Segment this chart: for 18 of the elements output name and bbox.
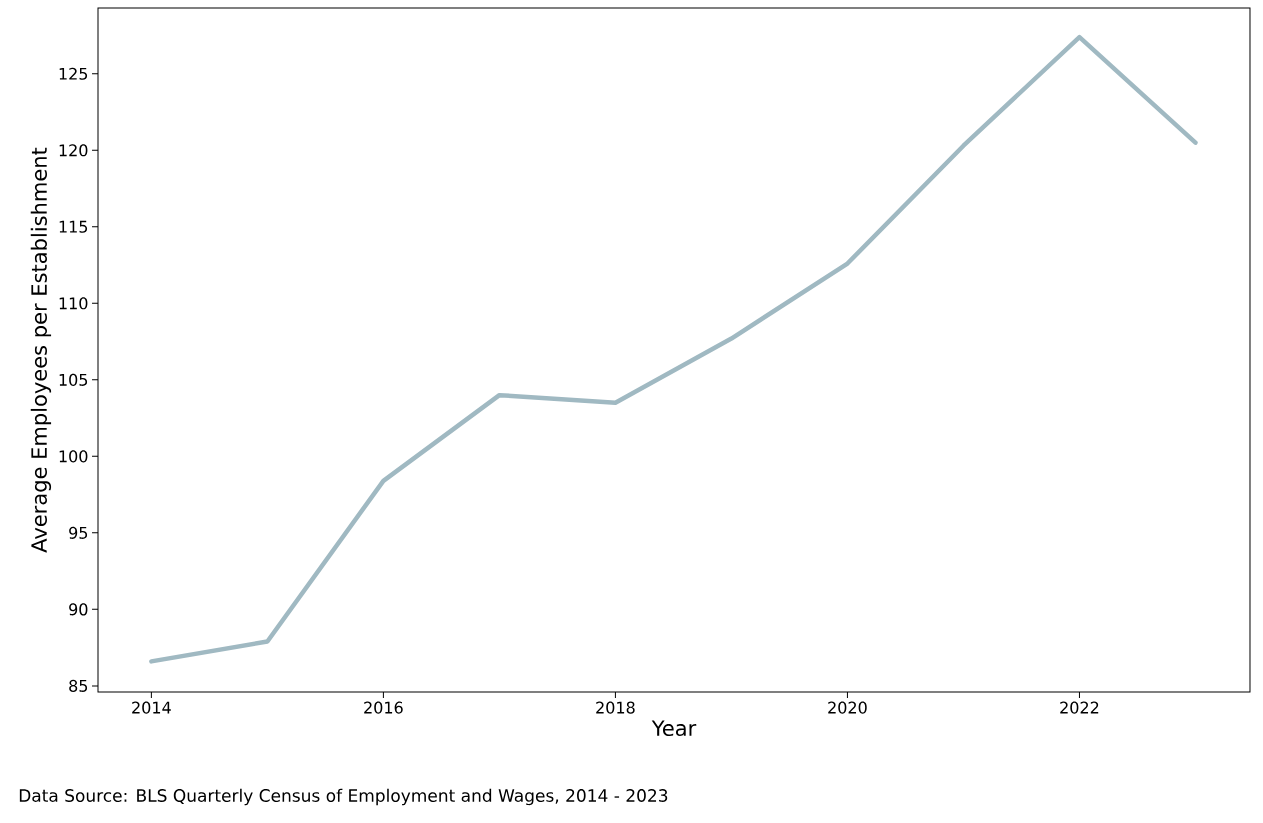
y-tick-label: 100	[59, 450, 88, 463]
source-note: Data Source: BLS Quarterly Census of Employment and Wages, 2014 - 2023	[19, 788, 668, 806]
y-tick-label: 90	[69, 603, 88, 616]
y-tick-label: 105	[59, 373, 88, 386]
line-series	[149, 34, 1198, 664]
x-tick-label: 2018	[596, 701, 635, 714]
y-tick-label: 95	[69, 526, 88, 539]
y-tick-label: 110	[59, 297, 88, 310]
x-tick-label: 2014	[132, 701, 171, 714]
y-axis-title: Average Employees per Establishment	[30, 147, 52, 553]
y-tick-label: 125	[59, 67, 88, 80]
x-tick-label: 2016	[364, 701, 403, 714]
y-tick-label: 115	[59, 220, 88, 233]
y-tick-label: 120	[59, 144, 88, 157]
x-tick-label: 2022	[1060, 701, 1099, 714]
x-axis-title: Year	[651, 720, 697, 737]
y-tick-label: 85	[69, 679, 88, 692]
x-tick-label: 2020	[828, 701, 867, 714]
